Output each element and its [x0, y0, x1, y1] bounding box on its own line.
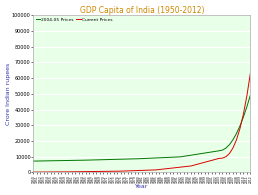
2004-05 Prices: [182, 155, 186, 158]
Line: 2004-05 Prices: 2004-05 Prices: [34, 95, 251, 161]
Y-axis label: Crore Indian rupees: Crore Indian rupees: [6, 63, 11, 125]
Current Prices: [133, 169, 136, 172]
Current Prices: [249, 72, 252, 74]
Legend: 2004-05 Prices, Current Prices: 2004-05 Prices, Current Prices: [35, 17, 113, 22]
2004-05 Prices: [91, 159, 94, 161]
2004-05 Prices: [245, 105, 248, 108]
Current Prices: [98, 170, 101, 173]
Current Prices: [245, 94, 248, 97]
Title: GDP Capita of India (1950-2012): GDP Capita of India (1950-2012): [80, 5, 204, 15]
Current Prices: [140, 169, 143, 172]
X-axis label: Year: Year: [135, 184, 149, 190]
Current Prices: [32, 171, 35, 173]
Current Prices: [182, 166, 186, 168]
2004-05 Prices: [133, 158, 136, 160]
2004-05 Prices: [140, 157, 143, 160]
Line: Current Prices: Current Prices: [34, 73, 251, 172]
2004-05 Prices: [32, 160, 35, 162]
Current Prices: [91, 170, 94, 173]
2004-05 Prices: [98, 159, 101, 161]
2004-05 Prices: [249, 94, 252, 96]
